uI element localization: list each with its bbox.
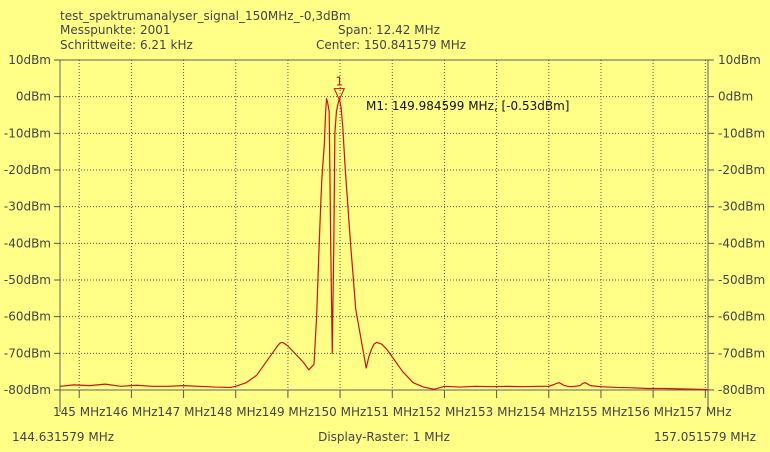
y-tick-label: 10dBm [8, 53, 51, 67]
grid [60, 59, 708, 391]
schrittweite-label: Schrittweite: 6.21 kHz [60, 38, 193, 52]
x-tick-label: 148 MHz [210, 405, 262, 419]
marker-readout: M1: 149.984599 MHz, [-0.53dBm] [366, 99, 569, 113]
trace-layer [59, 97, 708, 391]
span-label: Span: 12.42 MHz [338, 23, 440, 37]
x-tick-label: 152 MHz [418, 405, 470, 419]
y-tick-label: -50dBm [4, 273, 51, 287]
y-tick-label-right: -30dBm [718, 200, 765, 214]
start-frequency-label: 144.631579 MHz [12, 430, 114, 444]
y-tick-label: -20dBm [4, 163, 51, 177]
x-tick-label: 155 MHz [575, 405, 627, 419]
x-tick-label: 157 MHz [679, 405, 731, 419]
marker-number: 1 [335, 75, 343, 89]
y-tick-label-right: -50dBm [718, 273, 765, 287]
x-tick-label: 145 MHz [53, 405, 105, 419]
x-tick-label: 150 MHz [314, 405, 366, 419]
x-tick-label: 156 MHz [627, 405, 679, 419]
center-label: Center: 150.841579 MHz [316, 38, 467, 52]
y-tick-label: 0dBm [16, 90, 51, 104]
x-tick-label: 149 MHz [262, 405, 314, 419]
marker-triangle-icon[interactable] [333, 88, 346, 101]
x-tick-label: 151 MHz [366, 405, 418, 419]
y-tick-label-right: -20dBm [718, 163, 765, 177]
y-tick-label: -70dBm [4, 346, 51, 360]
marker-layer: 1 M1: 149.984599 MHz, [-0.53dBm] [333, 75, 569, 113]
axes: 10dBm 10dBm 0dBm 0dBm -10dBm -10dBm -20dBm -20d… [4, 53, 765, 419]
y-tick-label-right: -40dBm [718, 236, 765, 250]
x-tick-label: 146 MHz [105, 405, 157, 419]
y-tick-label: -30dBm [4, 200, 51, 214]
y-tick-label-right: -10dBm [718, 126, 765, 140]
spectrum-trace [59, 97, 708, 391]
x-tick-label: 153 MHz [470, 405, 522, 419]
y-tick-label-right: -70dBm [718, 346, 765, 360]
x-tick-label: 154 MHz [523, 405, 575, 419]
y-tick-label: -80dBm [4, 383, 51, 397]
y-tick-label: -10dBm [4, 126, 51, 140]
y-tick-label-right: -60dBm [718, 310, 765, 324]
y-tick-label-right: 0dBm [718, 90, 753, 104]
y-tick-label: -40dBm [4, 236, 51, 250]
y-tick-label-right: 10dBm [718, 53, 761, 67]
x-tick-label: 147 MHz [157, 405, 209, 419]
display-raster-label: Display-Raster: 1 MHz [318, 430, 450, 444]
stop-frequency-label: 157.051579 MHz [654, 430, 756, 444]
y-tick-label-right: -80dBm [718, 383, 765, 397]
file-title: test_spektrumanalyser_signal_150MHz_-0,3… [60, 9, 351, 23]
messpunkte-label: Messpunkte: 2001 [60, 23, 171, 37]
y-tick-label: -60dBm [4, 310, 51, 324]
